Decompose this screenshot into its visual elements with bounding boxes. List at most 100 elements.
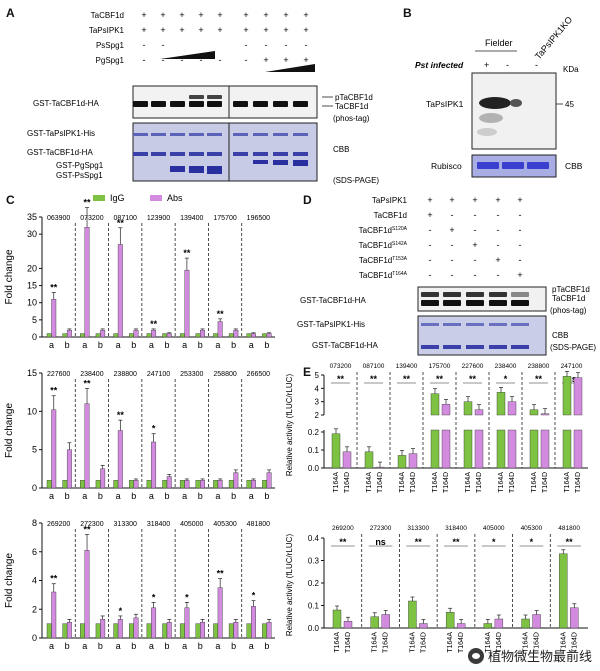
d-mark: - bbox=[519, 240, 522, 250]
c-xlabel: b bbox=[65, 491, 70, 501]
a-mark: + bbox=[263, 25, 268, 35]
e-bar bbox=[559, 553, 568, 629]
c-xlabel: b bbox=[198, 491, 203, 501]
e-locus: 238800 bbox=[528, 363, 550, 370]
c-xlabel: a bbox=[116, 340, 121, 350]
c-tick: 0 bbox=[32, 633, 37, 643]
c-xlabel: a bbox=[182, 340, 187, 350]
e-bar bbox=[540, 413, 550, 416]
c-bar-abs bbox=[233, 621, 239, 639]
a-right-top-3: (phos-tag) bbox=[333, 114, 370, 123]
c-bar-abs bbox=[251, 333, 256, 338]
b-pst: Pst infected bbox=[415, 60, 464, 70]
e-bar bbox=[521, 618, 530, 629]
panel-b-figure: Fielder TaPsIPK1KO Pst infected + - - KD… bbox=[415, 15, 583, 178]
a-cbb-3: GST-PgSpg1 bbox=[56, 161, 104, 170]
c-locus: 087100 bbox=[114, 215, 137, 222]
c-xlabel: b bbox=[131, 491, 136, 501]
a-cbb-band bbox=[273, 133, 288, 136]
c-bar-abs bbox=[84, 550, 90, 639]
legend-abs-swatch bbox=[150, 195, 162, 201]
c-xlabel: a bbox=[215, 491, 220, 501]
a-mark: - bbox=[219, 55, 222, 65]
e-bar bbox=[463, 401, 473, 416]
e-bar bbox=[332, 609, 342, 629]
e-bar-lower bbox=[562, 429, 572, 469]
e-xlabel: T164D bbox=[534, 632, 541, 653]
c-bar-abs bbox=[117, 430, 123, 489]
d-mark: - bbox=[497, 210, 500, 220]
c-bar-igg bbox=[213, 623, 219, 639]
e-sig: ** bbox=[469, 374, 477, 384]
a-mark: + bbox=[263, 10, 268, 20]
c-locus: 405000 bbox=[180, 521, 203, 528]
e-bar-lower bbox=[430, 429, 440, 469]
d-cbb-2: GST-TaCBF1d-HA bbox=[312, 341, 378, 350]
d-right-cbb-1: CBB bbox=[552, 331, 568, 340]
a-mark: + bbox=[198, 10, 203, 20]
d-mark: - bbox=[429, 240, 432, 250]
a-mark: + bbox=[283, 55, 288, 65]
c-bar-abs bbox=[251, 480, 256, 489]
a-left-top: GST-TaCBF1d-HA bbox=[33, 99, 99, 108]
c-tick: 2 bbox=[32, 604, 37, 614]
c-bar-igg bbox=[95, 333, 101, 338]
d-row-label: TaPsIPK1 bbox=[372, 196, 408, 205]
c-tick: 0 bbox=[32, 332, 37, 342]
a-band-upper bbox=[189, 95, 204, 99]
d-mark: + bbox=[427, 210, 432, 220]
c-sig: ** bbox=[150, 319, 158, 329]
e-bar-lower bbox=[540, 429, 550, 469]
e-tick: 2 bbox=[315, 411, 320, 420]
c-bar-abs bbox=[233, 329, 239, 338]
a-cbb-1: GST-TaPsIPK1-His bbox=[27, 129, 95, 138]
c-xlabel: b bbox=[264, 641, 269, 651]
e-xlabel: T164D bbox=[377, 472, 384, 493]
c-locus: 272300 bbox=[80, 521, 103, 528]
c-xlabel: a bbox=[182, 491, 187, 501]
a-mark: + bbox=[198, 25, 203, 35]
e-xlabel: T164D bbox=[509, 472, 516, 493]
e-xlabel: T164D bbox=[420, 632, 427, 653]
e-xlabel: T164D bbox=[443, 472, 450, 493]
e-xlabel: T164D bbox=[344, 472, 351, 493]
a-mark: - bbox=[285, 40, 288, 50]
d-band-upper bbox=[489, 292, 507, 297]
c-bar-igg bbox=[46, 623, 52, 639]
c-bar-igg bbox=[195, 480, 201, 489]
d-mark: - bbox=[497, 240, 500, 250]
e-bar bbox=[441, 404, 451, 416]
e-tick: 0.1 bbox=[308, 602, 320, 611]
d-mark: + bbox=[449, 225, 454, 235]
c-bar-igg bbox=[262, 623, 268, 639]
c-xlabel: a bbox=[49, 340, 54, 350]
c-bar-abs bbox=[66, 621, 72, 639]
d-row-label: TaCBF1dS120A bbox=[359, 226, 408, 235]
d-cbb-band bbox=[466, 323, 484, 326]
e-xlabel: T164A bbox=[531, 472, 538, 493]
c-sig: ** bbox=[217, 569, 225, 579]
c-bar-igg bbox=[80, 333, 85, 338]
d-mark: + bbox=[427, 195, 432, 205]
e-tick: 0.4 bbox=[308, 534, 320, 543]
d-cbb-band bbox=[421, 323, 439, 326]
b-plus: + bbox=[484, 60, 489, 70]
c-bar-igg bbox=[228, 333, 234, 338]
c-bar-igg bbox=[62, 480, 68, 489]
e-sig: ** bbox=[415, 537, 423, 547]
e-sig: ns bbox=[566, 374, 577, 384]
c-bar-abs bbox=[200, 480, 205, 489]
e-top: 2 3 4 5 0.0 0.1 0.2 073200 ** T164A T164D 087100 ** T… bbox=[285, 363, 588, 493]
a-mark: - bbox=[265, 40, 268, 50]
a-band bbox=[189, 101, 204, 107]
a-cbb-band bbox=[253, 152, 268, 156]
d-cbb-band bbox=[421, 345, 439, 349]
c-locus: 247100 bbox=[147, 371, 170, 378]
e-bar-lower bbox=[441, 429, 451, 469]
d-mark: - bbox=[474, 210, 477, 220]
d-mark: + bbox=[517, 195, 522, 205]
c-locus: 318400 bbox=[147, 521, 170, 528]
c-tick: 35 bbox=[27, 212, 37, 222]
e-bar bbox=[573, 377, 583, 416]
c-bar-abs bbox=[217, 480, 223, 489]
